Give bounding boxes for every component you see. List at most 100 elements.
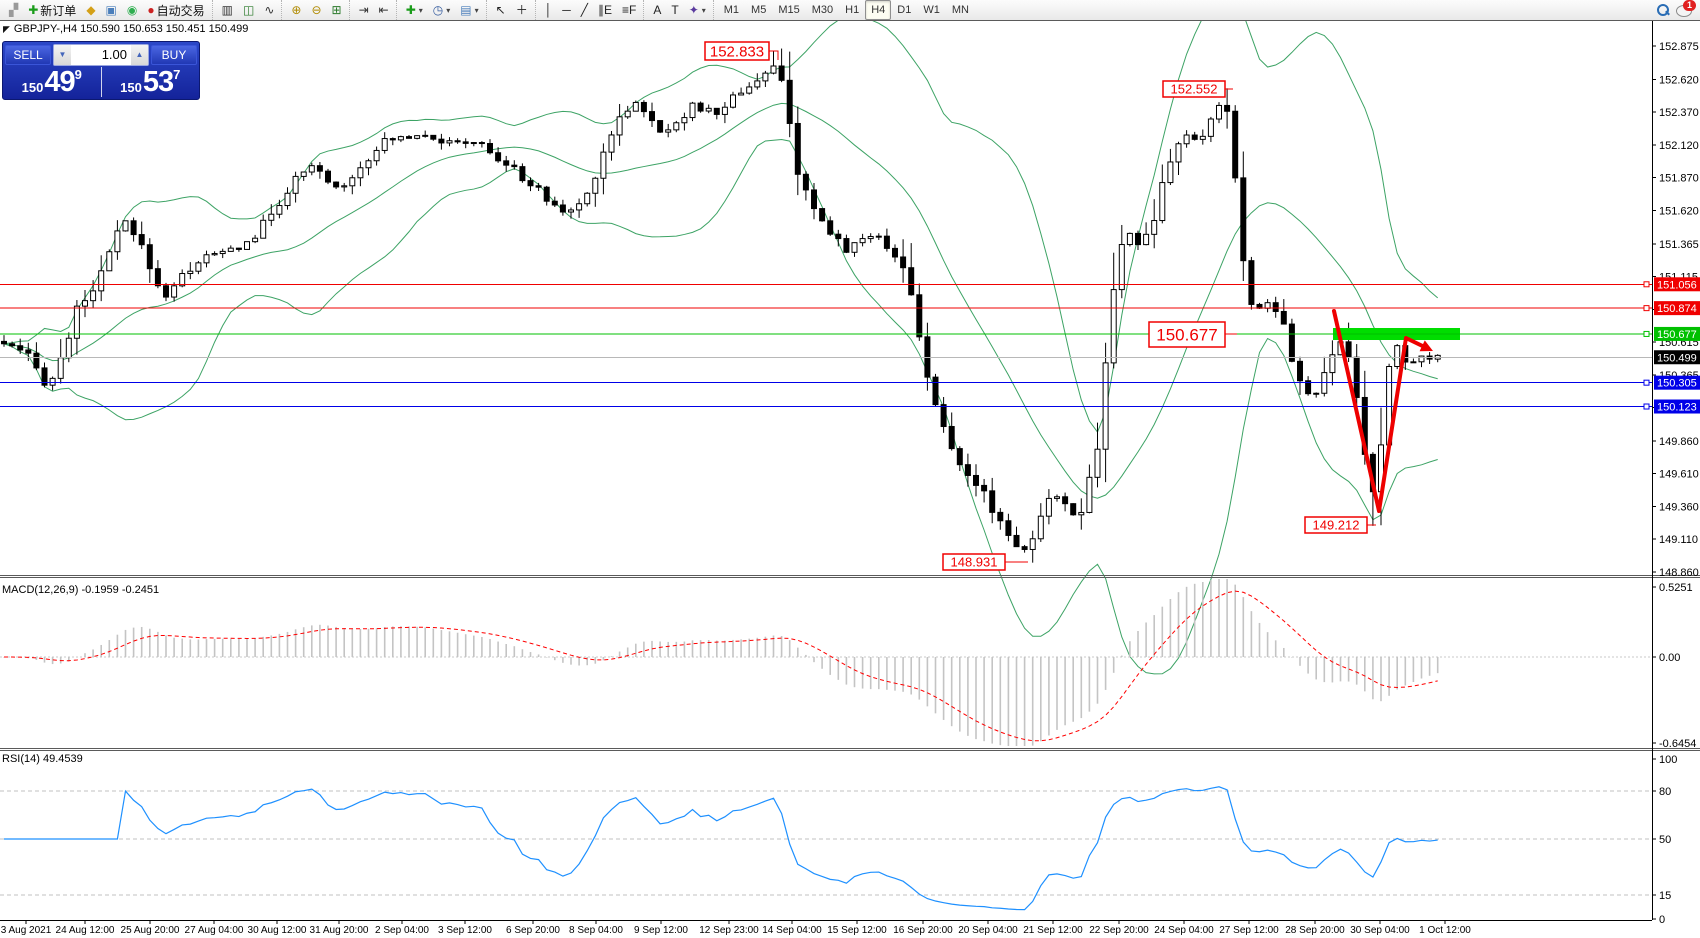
search-icon[interactable] (1656, 3, 1670, 17)
callout-148.931[interactable]: 148.931 (942, 553, 1006, 571)
svg-text:28 Sep 20:00: 28 Sep 20:00 (1285, 925, 1345, 936)
sell-button[interactable]: SELL (5, 44, 51, 65)
chart-shift-button[interactable]: ⇥ (354, 0, 374, 20)
vertical-line-button[interactable]: │ (540, 0, 558, 20)
crosshair-button[interactable]: ＋ (511, 0, 533, 20)
channel-button[interactable]: ∥E (593, 0, 617, 20)
zoom-in-button[interactable]: ⊕ (286, 0, 306, 20)
dropdown-arrow-icon[interactable]: ▾ (446, 5, 451, 15)
bar-chart-button[interactable]: ▥ (217, 0, 238, 20)
timeframe-m1[interactable]: M1 (723, 4, 740, 16)
svg-text:8 Sep 04:00: 8 Sep 04:00 (569, 925, 623, 936)
timeframe-m5[interactable]: M5 (751, 4, 767, 16)
timeframe-w1[interactable]: W1 (923, 4, 940, 16)
red-arrow-head[interactable] (1419, 340, 1433, 352)
fibonacci-icon: ≡F (621, 3, 637, 17)
line-chart-button[interactable]: ∿ (259, 0, 279, 20)
price-axis: 152.875 152.620 152.370 152.120 151.870 151.6… (1652, 41, 1699, 926)
svg-text:25 Aug 20:00: 25 Aug 20:00 (121, 925, 180, 936)
timeframe-mn[interactable]: MN (951, 4, 969, 16)
toolbar-button-label: 自动交易 (156, 3, 205, 18)
cursor-button[interactable]: ↖ (491, 0, 511, 20)
macd-histogram (3, 579, 1439, 746)
red-v-trendline[interactable] (1332, 309, 1408, 513)
zoom-out-button[interactable]: ⊖ (306, 0, 326, 20)
line-chart-icon: ∿ (264, 3, 275, 17)
callout-149.212[interactable]: 149.212 (1304, 516, 1368, 534)
dropdown-arrow-icon[interactable]: ▾ (418, 5, 423, 15)
price-axis-labels: 151.056 150.874 150.677 150.305 150.123 150.4… (1654, 277, 1700, 414)
timeframe-d1[interactable]: D1 (897, 4, 912, 16)
volume-increase-button[interactable]: ▲ (131, 44, 148, 65)
autotrading-button[interactable]: ● 自动交易 (142, 0, 209, 20)
svg-text:24 Aug 12:00: 24 Aug 12:00 (56, 925, 115, 936)
timeframe-m15[interactable]: M15 (778, 4, 800, 16)
svg-text:2 Sep 04:00: 2 Sep 04:00 (375, 925, 429, 936)
volume-decrease-button[interactable]: ▼ (54, 44, 71, 65)
clipped-icon-icon: ▞ (9, 3, 19, 17)
callout-150.677[interactable]: 150.677 (1148, 321, 1226, 348)
terminal-icon-button[interactable]: ▣ (101, 0, 122, 20)
dropdown-arrow-icon[interactable]: ▾ (701, 5, 706, 15)
symbol-info: ◤ GBPJPY-,H4 150.590 150.653 150.451 150… (3, 23, 248, 35)
horizontal-line-icon: ─ (562, 3, 571, 17)
callout-152.552[interactable]: 152.552 (1162, 80, 1226, 98)
time-axis: 3 Aug 2021 24 Aug 12:00 25 Aug 20:00 27 Aug… (1, 920, 1471, 936)
periods-icon: ◷ (432, 3, 444, 17)
svg-text:9 Sep 12:00: 9 Sep 12:00 (634, 925, 688, 936)
timeframe-h1[interactable]: H1 (845, 4, 860, 16)
chart-shift-icon: ⇥ (358, 3, 369, 17)
clipped-icon[interactable]: ▞ (4, 0, 23, 20)
chart-canvas[interactable]: 152.875 152.620 152.370 152.120 151.870 151.6… (0, 20, 1700, 938)
svg-text:149.610: 149.610 (1659, 469, 1699, 481)
auto-scroll-icon: ⇤ (378, 3, 389, 17)
svg-text:151.870: 151.870 (1659, 173, 1699, 185)
dropdown-arrow-icon[interactable]: ▾ (474, 5, 479, 15)
svg-text:148.860: 148.860 (1659, 567, 1699, 579)
svg-text:150.305: 150.305 (1657, 378, 1697, 390)
periods-button[interactable]: ◷ ▾ (428, 0, 456, 20)
svg-text:152.370: 152.370 (1659, 107, 1699, 119)
svg-text:15: 15 (1659, 890, 1671, 902)
notifications-icon[interactable]: 1 (1676, 0, 1696, 17)
text-icon: A (653, 3, 662, 17)
community-icon-button[interactable]: ◉ (122, 0, 142, 20)
svg-text:27 Sep 12:00: 27 Sep 12:00 (1219, 925, 1279, 936)
candlestick-chart-button[interactable]: ◫ (238, 0, 259, 20)
volume-input[interactable] (71, 44, 131, 65)
auto-scroll-button[interactable]: ⇤ (374, 0, 394, 20)
buy-price[interactable]: 150 53 7 (120, 66, 181, 98)
eraser-icon-button[interactable]: ◆ (81, 0, 100, 20)
svg-text:152.552: 152.552 (1171, 82, 1218, 97)
svg-text:149.860: 149.860 (1659, 436, 1699, 448)
buy-button[interactable]: BUY (151, 44, 197, 65)
zoom-in-icon: ⊕ (291, 3, 302, 17)
sell-price[interactable]: 150 49 9 (21, 66, 82, 98)
horizontal-line-button[interactable]: ─ (557, 0, 576, 20)
timeframe-m30[interactable]: M30 (811, 4, 834, 16)
label-button[interactable]: T (666, 0, 683, 20)
tile-windows-button[interactable]: ⊞ (327, 0, 347, 20)
callout-152.833[interactable]: 152.833 (704, 41, 770, 61)
callout-labels[interactable]: 152.833 152.552 150.677 149.212 148.931 (704, 41, 1376, 571)
timeframe-h4[interactable]: H4 (865, 0, 892, 20)
horizontal-levels[interactable] (0, 281, 1652, 410)
tile-windows-icon: ⊞ (331, 3, 342, 17)
new-order-button[interactable]: ✚ 新订单 (23, 0, 81, 20)
fibonacci-button[interactable]: ≡F (617, 0, 641, 20)
toolbar-group: A T ✦ ▾ (643, 0, 712, 20)
shapes-button[interactable]: ✦ ▾ (684, 0, 711, 20)
bb-lower-band (3, 139, 1438, 675)
svg-text:15 Sep 12:00: 15 Sep 12:00 (827, 925, 887, 936)
new-order-icon: ✚ (28, 3, 39, 17)
toolbar-group: ✚ ▾ ◷ ▾ ▤ ▾ (395, 0, 486, 20)
svg-text:152.120: 152.120 (1659, 140, 1699, 152)
vertical-line-icon: │ (544, 3, 553, 17)
svg-text:149.212: 149.212 (1313, 518, 1360, 533)
text-button[interactable]: A (648, 0, 666, 20)
templates-button[interactable]: ▤ ▾ (455, 0, 483, 20)
indicators-button[interactable]: ✚ ▾ (401, 0, 428, 20)
svg-text:150.123: 150.123 (1657, 402, 1697, 414)
trendline-button[interactable]: ╱ (576, 0, 593, 20)
